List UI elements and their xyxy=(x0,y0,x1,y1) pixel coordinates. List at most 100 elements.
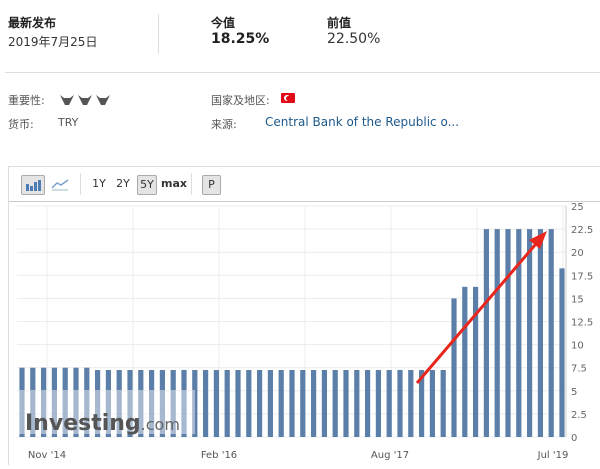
range-1y[interactable]: 1Y xyxy=(92,177,106,190)
bar-chart: 0 2.5 5 7.5 10 12.5 15 17.5 20 22.5 25 Nov '14 Feb '… xyxy=(17,202,593,461)
divider xyxy=(191,173,192,195)
bar xyxy=(300,370,306,437)
range-2y[interactable]: 2Y xyxy=(116,177,130,190)
investing-logo-suffix: .com xyxy=(141,415,180,434)
turkey-flag-icon xyxy=(281,93,295,103)
currency-value: TRY xyxy=(58,116,79,129)
red-arrow-head xyxy=(529,231,547,249)
bar xyxy=(440,370,446,437)
bar xyxy=(397,370,403,437)
y-tick-label: 2.5 xyxy=(571,410,587,421)
bar xyxy=(159,370,165,437)
bar xyxy=(203,370,209,437)
bar-chart-icon xyxy=(26,180,41,191)
bar xyxy=(181,370,187,437)
investing-logo-word: Investing xyxy=(25,411,141,436)
bar xyxy=(62,367,68,437)
bar xyxy=(138,370,144,437)
source-link[interactable]: Central Bank of the Republic o... xyxy=(265,115,460,129)
divider xyxy=(158,14,159,54)
divider xyxy=(5,72,600,73)
source-label: 来源: xyxy=(211,118,237,131)
currency-label: 货币: xyxy=(8,118,34,131)
bar xyxy=(419,370,425,437)
x-tick-label: Jul '19 xyxy=(537,450,569,461)
range-max[interactable]: max xyxy=(161,177,187,190)
bar xyxy=(332,370,338,437)
y-tick-label: 17.5 xyxy=(571,271,593,282)
previous-label: 前值 xyxy=(327,16,352,30)
investing-logo: Investing.com xyxy=(25,411,180,436)
bar-chart-button[interactable] xyxy=(21,175,45,195)
line-chart-button[interactable] xyxy=(49,175,71,193)
bar xyxy=(30,367,36,437)
bar xyxy=(537,229,543,437)
bar xyxy=(343,370,349,437)
bar xyxy=(527,229,533,437)
bar xyxy=(41,367,47,437)
y-tick-label: 20 xyxy=(571,248,584,259)
line-chart-icon xyxy=(51,179,69,191)
bar xyxy=(192,370,198,437)
latest-release-date: 2019年7月25日 xyxy=(8,35,98,49)
bar xyxy=(483,229,489,437)
y-tick-label: 7.5 xyxy=(571,364,587,375)
bar xyxy=(278,370,284,437)
actual-value: 18.25% xyxy=(211,31,270,47)
bar xyxy=(516,229,522,437)
bar xyxy=(51,367,57,437)
bar xyxy=(257,370,263,437)
bar xyxy=(548,229,554,437)
bar xyxy=(386,370,392,437)
y-tick-label: 12.5 xyxy=(571,318,593,329)
x-tick-label: Feb '16 xyxy=(201,450,237,461)
bar xyxy=(429,370,435,437)
x-tick-label: Aug '17 xyxy=(371,450,409,461)
bar xyxy=(267,370,273,437)
y-tick-label: 25 xyxy=(571,202,584,213)
previous-value: 22.50% xyxy=(327,31,381,47)
watermark-backdrop xyxy=(19,390,195,434)
bar xyxy=(224,370,230,437)
bar xyxy=(354,370,360,437)
bar xyxy=(462,286,468,437)
p-button[interactable]: P xyxy=(202,175,221,195)
x-tick-label: Nov '14 xyxy=(28,450,66,461)
bar xyxy=(375,370,381,437)
bar xyxy=(408,370,414,437)
bar xyxy=(105,370,111,437)
bar xyxy=(95,370,101,437)
bar xyxy=(116,370,122,437)
bar xyxy=(170,370,176,437)
y-tick-label: 0 xyxy=(571,433,577,444)
range-5y[interactable]: 5Y xyxy=(137,175,157,195)
bar xyxy=(213,370,219,437)
bar xyxy=(365,370,371,437)
bar xyxy=(321,370,327,437)
bar xyxy=(505,229,511,437)
red-arrow xyxy=(415,237,543,384)
chart-toolbar: 1Y 2Y 5Y max P xyxy=(8,166,600,202)
y-tick-label: 5 xyxy=(571,387,577,398)
bar xyxy=(246,370,252,437)
bar xyxy=(451,298,457,437)
chart-area: 0 2.5 5 7.5 10 12.5 15 17.5 20 22.5 25 Nov '14 Feb '… xyxy=(8,200,600,465)
y-tick-label: 22.5 xyxy=(571,225,593,236)
importance-label: 重要性: xyxy=(8,94,45,107)
bar xyxy=(473,286,479,437)
bar xyxy=(19,367,25,437)
bar xyxy=(235,370,241,437)
country-label: 国家及地区: xyxy=(211,94,270,107)
bull-icon xyxy=(60,95,110,105)
importance-bulls xyxy=(60,92,112,111)
actual-label: 今值 xyxy=(211,16,236,30)
bar xyxy=(311,370,317,437)
bar xyxy=(84,367,90,437)
divider xyxy=(80,173,81,195)
bar xyxy=(289,370,295,437)
y-tick-label: 10 xyxy=(571,341,584,352)
bar xyxy=(494,229,500,437)
y-tick-label: 15 xyxy=(571,294,584,305)
bar xyxy=(149,370,155,437)
bar xyxy=(73,367,79,437)
